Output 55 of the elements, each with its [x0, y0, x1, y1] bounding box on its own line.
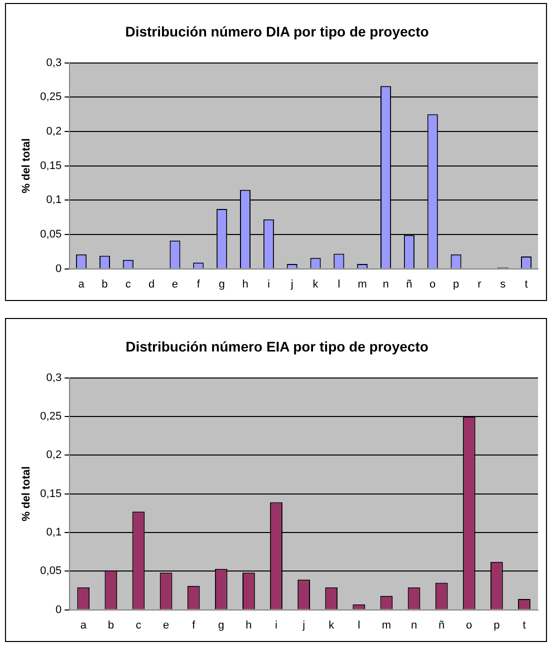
x-tick-label: c [125, 278, 132, 290]
y-tick-label: 0,2 [46, 126, 62, 138]
x-tick-label: t [524, 278, 528, 290]
x-tick-label: o [430, 278, 436, 290]
x-tick-label: o [466, 619, 472, 632]
y-tick-label: 0,3 [46, 372, 62, 384]
x-tick-label: c [136, 619, 142, 632]
y-tick-label: 0,15 [40, 488, 62, 500]
x-tick-label: l [338, 278, 340, 290]
y-tick-label: 0,25 [40, 91, 62, 104]
x-tick-label: h [242, 278, 248, 290]
y-tick-label: 0,25 [40, 410, 62, 422]
x-tick-label: g [218, 619, 224, 632]
x-tick-label: ñ [406, 278, 412, 290]
x-tick-label: i [267, 278, 270, 290]
x-tick-label: m [358, 278, 367, 290]
y-tick-label: 0,1 [46, 194, 62, 206]
x-tick-label: b [102, 278, 108, 290]
x-tick-label: i [275, 619, 278, 632]
x-tick-label: k [328, 619, 335, 632]
x-tick-label: e [162, 619, 170, 632]
x-tick-label: p [452, 278, 460, 290]
x-tick-label: f [196, 278, 201, 290]
y-tick-label: 0,05 [40, 228, 62, 240]
x-tick-label: j [302, 619, 306, 632]
x-tick-label: d [148, 278, 155, 290]
y-tick-label: 0,05 [40, 565, 62, 578]
y-tick-label: 0,15 [40, 160, 62, 172]
x-tick-label: ñ [438, 619, 445, 632]
chart-title: Distribución número EIA por tipo de proyecto [126, 338, 428, 354]
x-tick-label: n [382, 278, 389, 290]
x-tick-label: n [410, 619, 418, 632]
x-tick-label: e [172, 278, 178, 290]
x-tick-label: a [80, 619, 88, 632]
x-tick-label: a [78, 278, 86, 290]
x-tick-label: k [312, 278, 319, 290]
x-tick-label: t [522, 619, 526, 632]
x-tick-label: j [290, 278, 294, 290]
x-tick-label: p [494, 619, 500, 632]
x-tick-label: s [500, 278, 506, 290]
chart-title: Distribución número DIA por tipo de proyecto [125, 23, 429, 40]
x-tick-label: r [478, 278, 482, 290]
y-axis-title: % del total [20, 138, 33, 194]
x-tick-label: m [382, 619, 392, 632]
y-axis-title: % del total [20, 466, 33, 522]
y-tick-label: 0,2 [46, 449, 62, 462]
x-tick-label: l [358, 619, 360, 632]
y-tick-label: 0 [55, 604, 62, 616]
x-tick-label: b [108, 619, 114, 632]
y-tick-label: 0,1 [46, 526, 62, 538]
y-tick-label: 0 [55, 262, 62, 275]
y-tick-label: 0,3 [46, 56, 62, 69]
x-tick-label: g [218, 278, 225, 290]
x-tick-label: h [246, 619, 252, 632]
x-tick-label: f [192, 619, 196, 632]
